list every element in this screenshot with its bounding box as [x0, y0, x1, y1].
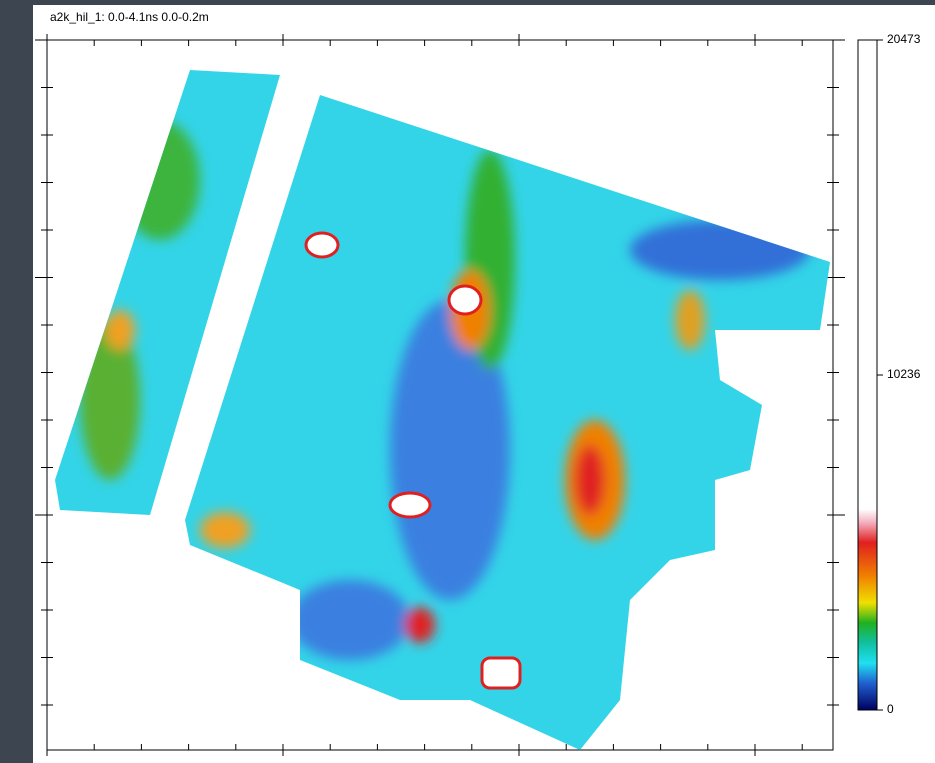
hotspot — [390, 493, 430, 517]
colorbar-tick-label: 20473 — [887, 32, 921, 46]
hotspot — [449, 286, 481, 314]
blob — [200, 512, 250, 548]
colorbar — [858, 40, 877, 710]
blob — [105, 310, 135, 350]
screen: a2k_hil_1: 0.0-4.1ns 0.0-0.2m 0 10236 2047… — [0, 0, 935, 763]
blob — [290, 580, 410, 660]
colorbar-tick-label: 10236 — [887, 367, 921, 381]
hotspot — [306, 233, 338, 257]
page: a2k_hil_1: 0.0-4.1ns 0.0-0.2m 0 10236 2047… — [0, 0, 935, 763]
colorbar-tick-label: 0 — [887, 702, 894, 716]
blob — [675, 290, 705, 350]
blob — [405, 607, 435, 643]
panel-title: a2k_hil_1: 0.0-4.1ns 0.0-0.2m — [50, 10, 209, 24]
hotspot — [482, 658, 520, 688]
blob — [575, 445, 605, 515]
